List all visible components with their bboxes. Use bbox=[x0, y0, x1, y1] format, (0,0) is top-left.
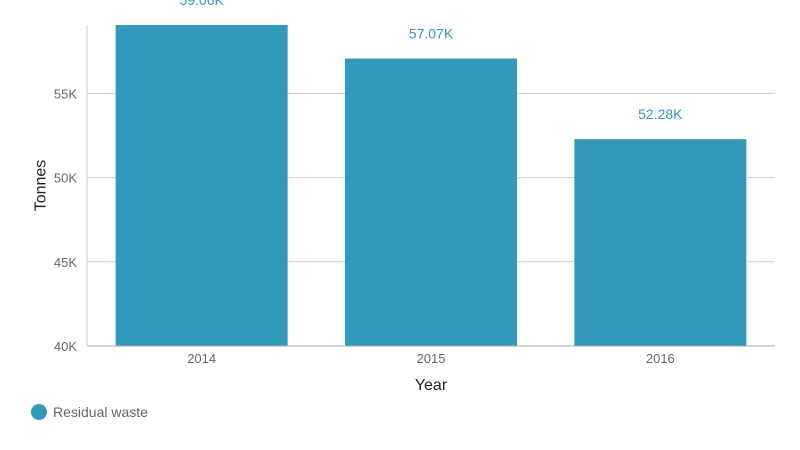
legend-swatch-residual-waste bbox=[31, 404, 47, 420]
data-label-2014: 59.06K bbox=[179, 0, 224, 8]
y-tick-label: 50K bbox=[54, 171, 77, 186]
bar-2016[interactable] bbox=[574, 139, 747, 346]
data-labels: 59.06K 57.07K 52.28K bbox=[179, 0, 683, 122]
y-tick-label: 55K bbox=[54, 86, 77, 101]
x-axis-title: Year bbox=[415, 377, 448, 394]
y-tick-label: 40K bbox=[54, 339, 77, 354]
data-label-2016: 52.28K bbox=[638, 106, 683, 122]
data-label-2015: 57.07K bbox=[409, 26, 454, 42]
bar-2015[interactable] bbox=[345, 58, 517, 347]
legend[interactable]: Residual waste bbox=[31, 404, 148, 420]
x-tick-label-2015: 2015 bbox=[417, 351, 446, 366]
bar-2014[interactable] bbox=[115, 25, 288, 346]
y-axis-title: Tonnes bbox=[33, 160, 50, 212]
legend-label-residual-waste: Residual waste bbox=[53, 404, 148, 420]
bars bbox=[115, 25, 747, 347]
x-tick-label-2016: 2016 bbox=[646, 351, 675, 366]
y-tick-label: 45K bbox=[54, 255, 77, 270]
x-tick-label-2014: 2014 bbox=[187, 351, 216, 366]
y-axis-ticks: 40K 45K 50K 55K bbox=[54, 86, 77, 354]
x-axis-ticks: 2014 2015 2016 bbox=[187, 351, 675, 366]
